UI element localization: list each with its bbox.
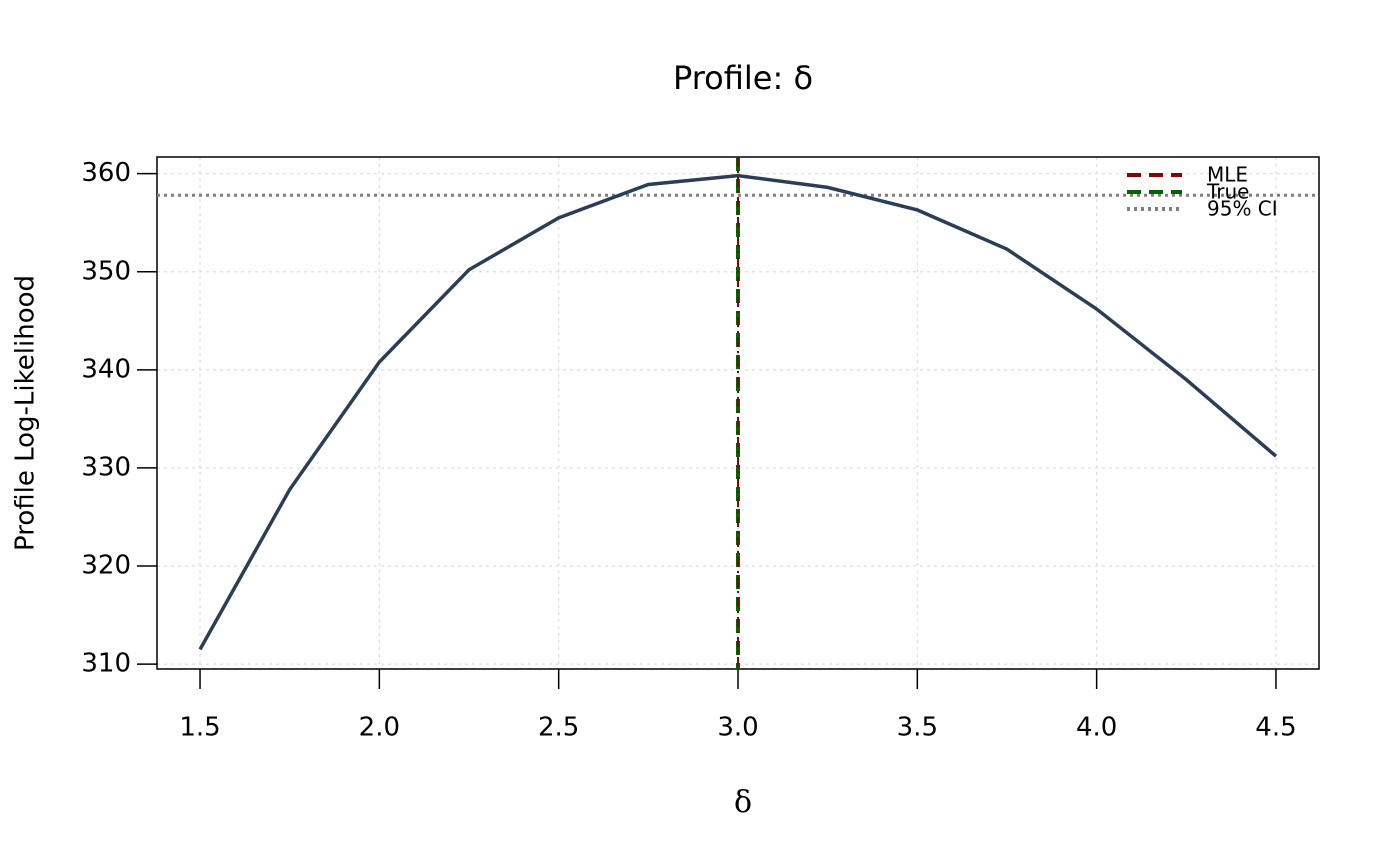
y-tick-label: 350: [81, 256, 131, 286]
x-tick-label: 4.0: [1076, 713, 1117, 743]
x-tick-label: 4.5: [1255, 713, 1296, 743]
x-tick-label: 3.0: [717, 713, 758, 743]
legend-label: True: [1206, 180, 1249, 204]
y-tick-label: 360: [81, 158, 131, 188]
x-tick-label: 3.5: [897, 713, 938, 743]
x-axis-label: δ: [734, 785, 752, 820]
x-tick-label: 2.5: [538, 713, 579, 743]
y-tick-label: 330: [81, 452, 131, 482]
chart-title: Profile: δ: [673, 59, 813, 97]
x-tick-label: 2.0: [359, 713, 400, 743]
legend-label: MLE: [1207, 163, 1248, 187]
y-tick-label: 310: [81, 649, 131, 679]
x-tick-label: 1.5: [179, 713, 220, 743]
y-axis-label: Profile Log-Likelihood: [11, 275, 41, 551]
profile-line: [198, 173, 1278, 651]
legend-label: 95% CI: [1207, 197, 1278, 221]
y-tick-label: 340: [81, 354, 131, 384]
y-tick-label: 320: [81, 551, 131, 581]
